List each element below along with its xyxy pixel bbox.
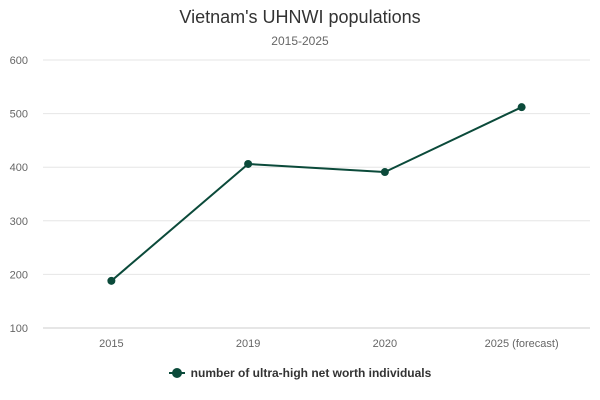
y-tick-label: 100 <box>10 323 28 335</box>
legend-item[interactable]: number of ultra-high net worth individua… <box>168 366 432 380</box>
legend-dot <box>171 368 182 378</box>
x-tick-label: 2020 <box>373 338 397 350</box>
series-layer <box>107 103 526 285</box>
x-tick-label: 2025 (forecast) <box>485 338 559 350</box>
x-tick-label: 2015 <box>99 338 123 350</box>
y-tick-label: 400 <box>10 162 28 174</box>
y-tick-label: 500 <box>10 109 28 121</box>
x-tick-label: 2019 <box>236 338 260 350</box>
data-point[interactable] <box>107 276 116 285</box>
data-point[interactable] <box>244 159 253 168</box>
y-tick-label: 200 <box>10 269 28 281</box>
data-point[interactable] <box>380 168 389 177</box>
y-tick-label: 600 <box>10 55 28 67</box>
y-axis: 100 200 300 400 500 600 <box>10 55 28 335</box>
x-axis: 2015 2019 2020 2025 (forecast) <box>43 327 590 350</box>
legend-label: number of ultra-high net worth individua… <box>190 366 432 380</box>
chart-title: Vietnam's UHNWI populations <box>179 7 421 27</box>
data-point[interactable] <box>517 103 526 112</box>
series-line <box>110 106 523 282</box>
legend: number of ultra-high net worth individua… <box>0 366 600 381</box>
y-tick-label: 300 <box>10 216 28 228</box>
chart-subtitle: 2015-2025 <box>271 34 329 48</box>
legend-marker-icon <box>168 368 185 378</box>
